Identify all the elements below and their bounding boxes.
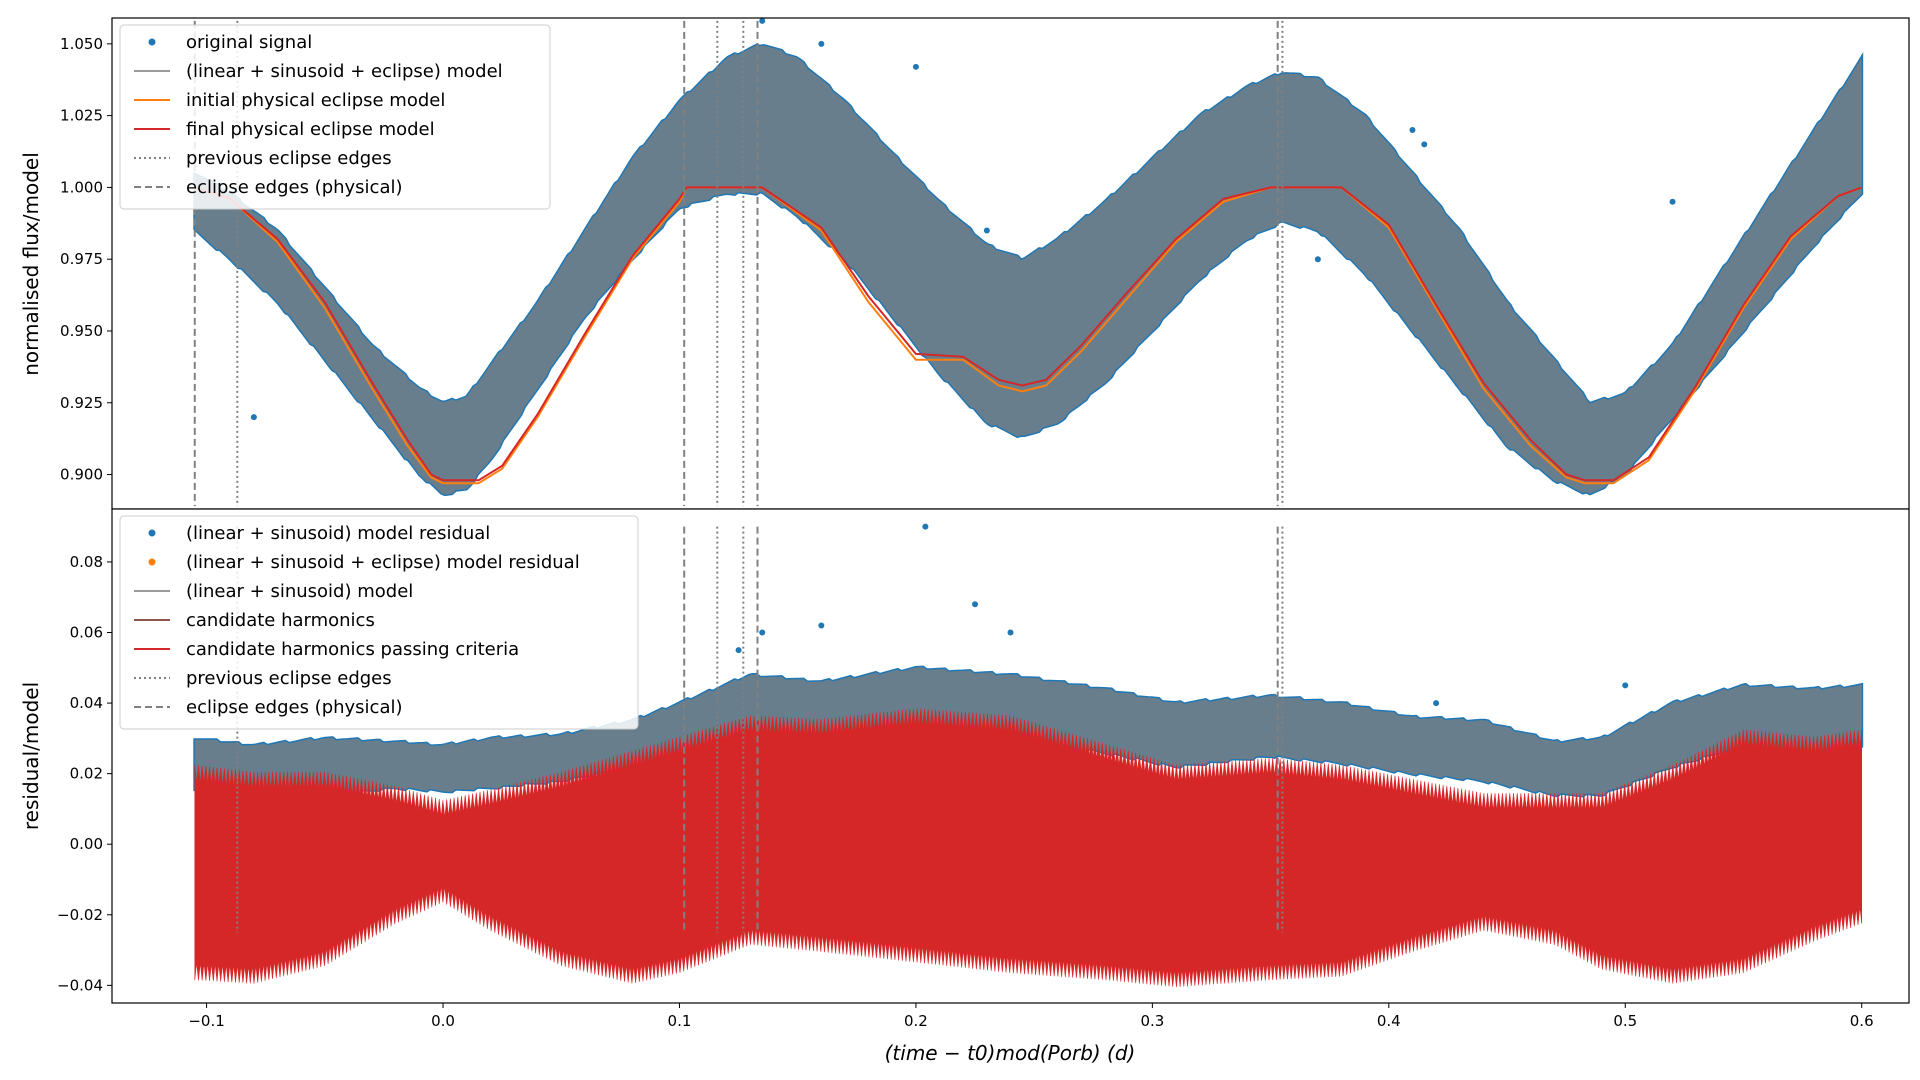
residual-outlier-point	[759, 629, 766, 636]
x-tick-label: 0.5	[1613, 1012, 1637, 1030]
legend-entry-label: candidate harmonics passing criteria	[186, 639, 519, 660]
x-tick-label: 0.4	[1377, 1012, 1401, 1030]
legend-entry-label: previous eclipse edges	[186, 668, 392, 689]
flux-outlier-point	[1409, 126, 1416, 133]
y-tick-label: 1.000	[60, 178, 103, 196]
flux-model-band	[194, 45, 1862, 495]
legend-entry-label: (linear + sinusoid + eclipse) model	[186, 61, 503, 82]
legend-box	[119, 515, 639, 730]
legend-entry-label: initial physical eclipse model	[186, 90, 445, 111]
residual-axes-frame	[111, 508, 1910, 1004]
residual-outlier-point	[1622, 682, 1629, 689]
x-tick-label: 0.0	[431, 1012, 455, 1030]
y-tick-label: 0.950	[60, 322, 103, 340]
legend-marker	[148, 558, 156, 566]
y-tick-label: 0.925	[60, 394, 103, 412]
series-harmonics-passing	[194, 708, 1862, 988]
y-tick-label: −0.04	[57, 976, 103, 994]
residual-outlier-point	[972, 601, 979, 608]
x-ticks: −0.1 0.0 0.1 0.2 0.3 0.4 0.5 0.6	[188, 1003, 1874, 1030]
x-tick-label: 0.6	[1850, 1012, 1874, 1030]
flux-outlier-point	[983, 227, 990, 234]
y-tick-label: 0.900	[60, 466, 103, 484]
residual-data-layer	[193, 523, 1864, 988]
y-tick-label: 0.00	[70, 835, 103, 853]
flux-outlier-point	[1669, 198, 1676, 205]
legend-box	[119, 24, 551, 210]
legend-entry-label: eclipse edges (physical)	[186, 697, 403, 718]
x-tick-label: 0.3	[1140, 1012, 1164, 1030]
flux-y-axis-label: normalised flux/model	[19, 152, 43, 376]
legend-marker	[148, 529, 156, 537]
flux-outlier-point	[1421, 141, 1428, 148]
legend-entry-label: original signal	[186, 32, 312, 53]
flux-legend: original signal (linear + sinusoid + ecli…	[119, 24, 551, 210]
residual-outlier-point	[1433, 700, 1440, 707]
flux-y-ticks: 0.900 0.925 0.950 0.975 1.000 1.025 1.050	[60, 35, 112, 484]
y-tick-label: 1.025	[60, 107, 103, 125]
x-tick-label: 0.2	[904, 1012, 928, 1030]
legend-entry-label: (linear + sinusoid) model residual	[186, 523, 490, 544]
y-tick-label: −0.02	[57, 906, 103, 924]
y-tick-label: 0.02	[70, 765, 103, 783]
residual-outlier-point	[735, 647, 742, 654]
flux-outlier-point	[1314, 256, 1321, 263]
y-tick-label: 0.04	[70, 694, 103, 712]
flux-outlier-point	[818, 40, 825, 47]
y-tick-label: 0.06	[70, 624, 103, 642]
residual-legend: (linear + sinusoid) model residual (linea…	[119, 515, 639, 730]
flux-outlier-point	[759, 17, 766, 24]
series-initial-eclipse-model	[194, 186, 1863, 485]
flux-outlier-point	[250, 414, 257, 421]
flux-outlier-point	[912, 63, 919, 70]
legend-entry-label: previous eclipse edges	[186, 148, 392, 169]
legend-entry-label: eclipse edges (physical)	[186, 177, 403, 198]
residual-outlier-point	[1007, 629, 1014, 636]
y-tick-label: 0.08	[70, 553, 103, 571]
residual-outlier-point	[818, 622, 825, 629]
residual-y-axis-label: residual/model	[19, 682, 43, 830]
series-final-eclipse-model	[194, 186, 1863, 482]
x-tick-label: −0.1	[188, 1012, 224, 1030]
residual-outlier-point	[922, 523, 929, 530]
x-tick-label: 0.1	[668, 1012, 692, 1030]
flux-panel: 0.900 0.925 0.950 0.975 1.000 1.025 1.050 norm…	[19, 17, 1910, 510]
legend-entry-label: final physical eclipse model	[186, 119, 435, 140]
legend-entry-label: candidate harmonics	[186, 610, 375, 631]
residual-panel: −0.04 −0.02 0.00 0.02 0.04 0.06 0.08 −0.1 0.0 0.…	[19, 508, 1910, 1065]
y-tick-label: 0.975	[60, 250, 103, 268]
residual-y-ticks: −0.04 −0.02 0.00 0.02 0.04 0.06 0.08	[57, 553, 112, 994]
legend-entry-label: (linear + sinusoid) model	[186, 581, 413, 602]
legend-marker	[148, 38, 156, 46]
y-tick-label: 1.050	[60, 35, 103, 53]
legend-entry-label: (linear + sinusoid + eclipse) model resi…	[186, 552, 580, 573]
x-axis-label: (time − t0)mod(Porb) (d)	[885, 1041, 1136, 1065]
